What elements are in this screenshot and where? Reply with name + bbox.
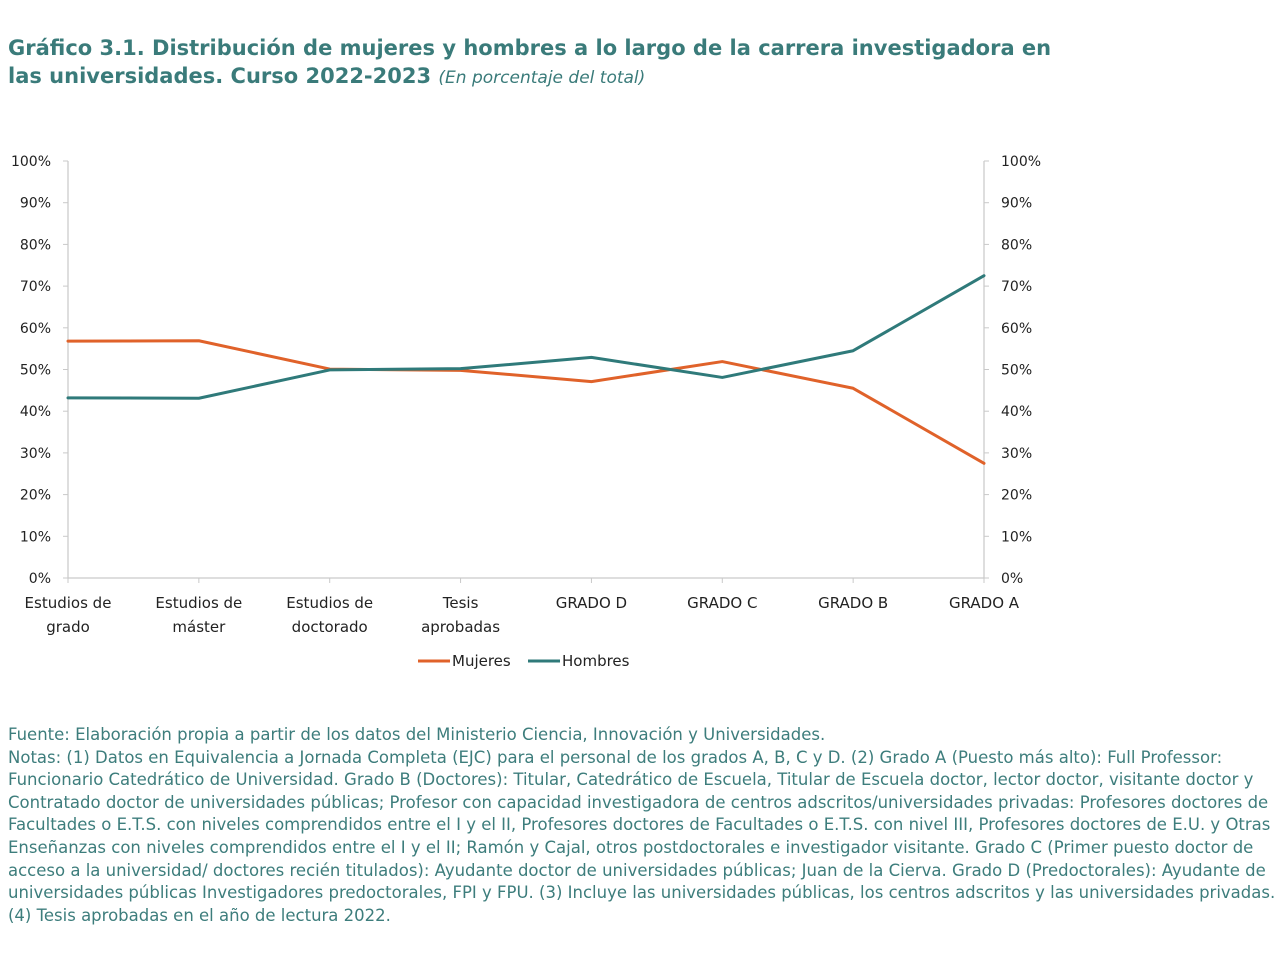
y-tick-label-right: 10% <box>1001 529 1032 545</box>
y-tick-label-right: 60% <box>1001 321 1032 337</box>
notes-text: Notas: (1) Datos en Equivalencia a Jorna… <box>8 747 1276 925</box>
y-tick-label-left: 60% <box>20 321 51 337</box>
x-category-label: GRADO B <box>818 594 888 612</box>
y-tick-label-right: 50% <box>1001 363 1032 379</box>
x-category-label-line: Estudios de <box>286 594 373 612</box>
source-note: Fuente: Elaboración propia a partir de l… <box>8 725 826 744</box>
x-category-label-line: Estudios de <box>155 594 242 612</box>
chart-title-main: Gráfico 3.1. Distribución de mujeres y h… <box>8 36 1052 88</box>
legend-label-mujeres: Mujeres <box>452 652 511 670</box>
x-category-label-line: doctorado <box>292 618 368 636</box>
y-tick-label-left: 20% <box>20 488 51 504</box>
x-category-label: Tesis aprobadas <box>421 594 500 636</box>
y-tick-label-right: 90% <box>1001 196 1032 212</box>
x-category-label: Estudios de doctorado <box>286 594 373 636</box>
y-tick-label-right: 0% <box>1001 571 1023 587</box>
series-line-hombres <box>66 274 986 400</box>
x-category-label-line: aprobadas <box>421 618 500 636</box>
y-tick-label-right: 80% <box>1001 237 1032 253</box>
y-tick-label-right: 70% <box>1001 279 1032 295</box>
x-category-label-line: Estudios de <box>25 594 112 612</box>
x-category-label: Estudios de grado <box>25 594 112 636</box>
legend-label-hombres: Hombres <box>562 652 630 670</box>
y-tick-label-left: 100% <box>11 154 51 170</box>
y-tick-label-right: 100% <box>1001 154 1041 170</box>
y-tick-label-left: 40% <box>20 404 51 420</box>
chart-notes: Fuente: Elaboración propia a partir de l… <box>8 724 1276 927</box>
x-category-label: GRADO D <box>556 594 627 612</box>
chart-title: Gráfico 3.1. Distribución de mujeres y h… <box>8 34 1068 92</box>
x-category-label: GRADO C <box>687 594 757 612</box>
x-category-label-line: GRADO D <box>556 594 627 612</box>
y-tick-label-left: 80% <box>20 237 51 253</box>
y-tick-label-left: 0% <box>29 571 51 587</box>
x-category-label-line: grado <box>46 618 90 636</box>
y-tick-label-right: 40% <box>1001 404 1032 420</box>
y-tick-label-left: 70% <box>20 279 51 295</box>
y-tick-label-right: 30% <box>1001 446 1032 462</box>
x-category-label-line: máster <box>172 618 226 636</box>
y-tick-label-left: 90% <box>20 196 51 212</box>
x-category-label-line: GRADO C <box>687 594 757 612</box>
y-tick-label-left: 10% <box>20 529 51 545</box>
x-category-label: GRADO A <box>949 594 1020 612</box>
y-tick-label-left: 30% <box>20 446 51 462</box>
y-tick-label-right: 20% <box>1001 488 1032 504</box>
series-line-mujeres <box>66 339 986 465</box>
chart-subtitle: (En porcentaje del total) <box>438 68 646 88</box>
y-tick-label-left: 50% <box>20 363 51 379</box>
x-category-label: Estudios de máster <box>155 594 242 636</box>
x-category-label-line: GRADO B <box>818 594 888 612</box>
x-category-label-line: Tesis <box>442 594 479 612</box>
line-chart: 0% 0% 10% 10% 20% 20% 30% 30% 40% 40% 50% 50% 60% 60%… <box>11 154 1041 670</box>
x-category-label-line: GRADO A <box>949 594 1020 612</box>
